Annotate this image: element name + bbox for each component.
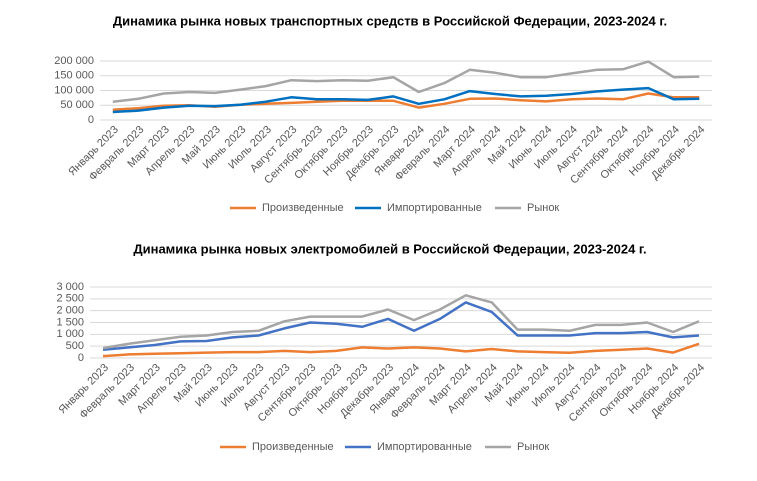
legend-label: Произведенные [262,202,344,214]
y-tick-label: 2 500 [56,293,84,305]
legend-label: Импортированные [377,441,472,453]
chart-title: Динамика рынка новых транспортных средст… [113,13,667,28]
series-line [112,86,700,114]
legend-label: Импортированные [387,202,482,214]
y-tick-label: 0 [88,114,94,126]
y-tick-label: 1 000 [56,328,84,340]
y-tick-label: 50 000 [60,99,94,111]
y-tick-label: 500 [66,340,84,352]
legend-label: Рынок [527,202,559,214]
series-line [112,60,700,103]
y-tick-label: 3 000 [56,281,84,293]
series-line [102,342,700,358]
series-line [102,294,700,350]
y-tick-label: 2 000 [56,305,84,317]
series-line [112,92,700,111]
series-line [102,301,700,351]
legend-label: Произведенные [252,441,334,453]
legend-label: Рынок [517,441,549,453]
y-tick-label: 100 000 [54,84,94,96]
y-tick-label: 150 000 [54,70,94,82]
y-tick-label: 0 [78,352,84,364]
chart-title: Динамика рынка новых электромобилей в Ро… [133,241,646,256]
y-tick-label: 200 000 [54,55,94,67]
y-tick-label: 1 500 [56,316,84,328]
